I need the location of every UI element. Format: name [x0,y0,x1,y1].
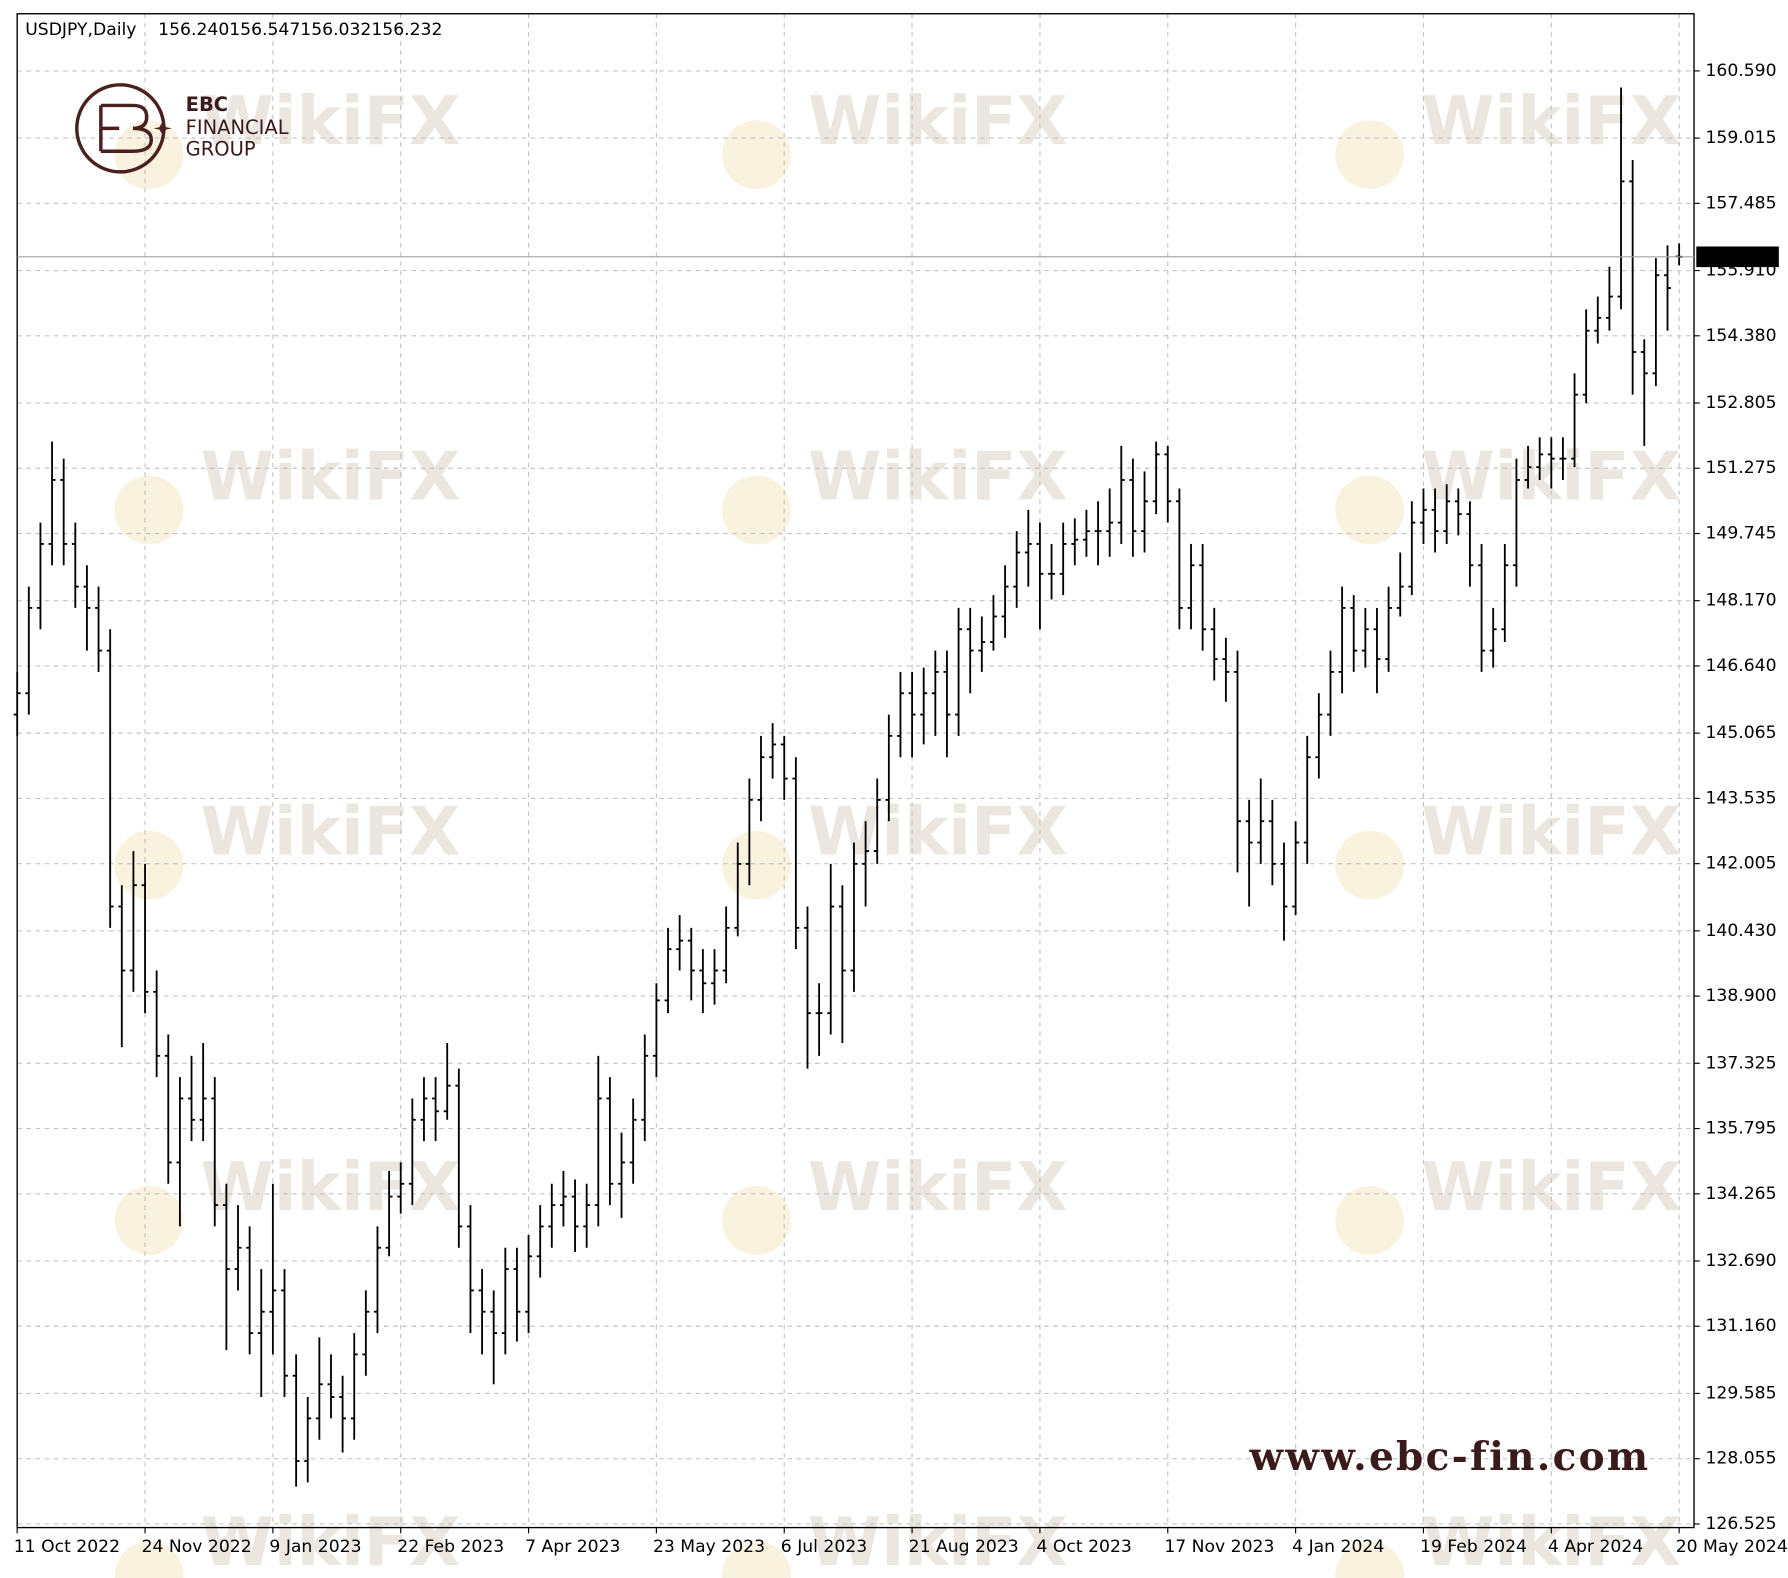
x-tick-label: 9 Jan 2023 [269,1537,361,1557]
watermark-text: WikiFX [201,437,461,515]
symbol: USDJPY,Daily [25,20,136,40]
website-url: www.ebc-fin.com [1249,1434,1651,1480]
watermark-text: WikiFX [201,1148,461,1226]
y-tick-label: 143.535 [1705,788,1776,808]
x-tick-label: 6 Jul 2023 [781,1537,867,1557]
y-tick-label: 140.430 [1705,921,1776,941]
watermark-icon [114,475,184,545]
plot-frame [16,13,1695,1529]
y-tick-label: 148.170 [1705,591,1776,611]
y-tick-label: 137.325 [1705,1053,1776,1073]
y-tick-label: 142.005 [1705,854,1776,874]
watermark-text: WikiFX [1421,1503,1681,1578]
y-tick-label: 157.485 [1705,193,1776,213]
y-tick-label: 160.590 [1705,61,1776,81]
logo-text: EBC [186,93,228,116]
y-tick-label: 152.805 [1705,393,1776,413]
y-tick-label: 128.055 [1705,1449,1776,1469]
watermark-text: WikiFX [1421,82,1681,160]
header-value: 156.240 [158,20,229,40]
watermark-icon [722,120,791,190]
x-tick-label: 23 May 2023 [653,1537,765,1557]
watermark-text: WikiFX [808,1148,1068,1226]
watermarks: WikiFX WikiFX WikiFX WikiFX WikiFX WikiFX Wiki… [114,82,1681,1578]
watermark-text: WikiFX [1421,1148,1681,1226]
x-tick-label: 24 Nov 2022 [142,1537,252,1557]
watermark-icon [1335,830,1405,900]
x-tick-label: 20 May 2024 [1676,1537,1788,1557]
x-tick-label: 4 Apr 2024 [1548,1537,1643,1557]
logo-text: GROUP [186,138,256,161]
watermark-icon [114,830,184,900]
watermark-text: WikiFX [808,82,1068,160]
grid [17,13,1695,1528]
y-tick-label: 132.690 [1705,1251,1776,1271]
x-tick-label: 7 Apr 2023 [525,1537,620,1557]
logo: EBC FINANCIAL GROUP [75,83,289,174]
header-value: 156.032 [300,20,371,40]
watermark-icon [722,1541,791,1578]
y-tick-label: 145.065 [1705,723,1776,743]
y-tick-label: 126.525 [1705,1514,1776,1534]
logo-text: FINANCIAL [186,116,289,139]
price-label: 156.232 [1703,247,1774,267]
header-values: 156.240 156.547 156.032 156.232 [158,20,442,40]
logo-star [153,121,172,136]
y-tick-label: 154.380 [1705,326,1776,346]
y-tick-label: 129.585 [1705,1383,1776,1403]
watermark-text: WikiFX [808,1503,1068,1578]
x-tick-label: 19 Feb 2024 [1420,1537,1527,1557]
x-tick-label: 17 Nov 2023 [1164,1537,1274,1557]
watermark-icon [722,475,791,545]
y-tick-label: 131.160 [1705,1316,1776,1336]
watermark-text: WikiFX [201,1503,461,1578]
x-tick-label: 11 Oct 2022 [14,1537,120,1557]
watermark-icon [1335,475,1405,545]
watermark-text: WikiFX [808,437,1068,515]
x-tick-label: 21 Aug 2023 [909,1537,1019,1557]
y-tick-label: 134.265 [1705,1184,1776,1204]
watermark-icon [722,1186,791,1255]
axis: 160.590159.015157.485155.910154.380152.8… [14,61,1788,1557]
watermark-icon [722,830,791,900]
x-tick-label: 4 Jan 2024 [1292,1537,1384,1557]
y-tick-label: 138.900 [1705,986,1776,1006]
watermark-icon [114,1186,184,1255]
watermark-icon [1335,120,1405,190]
watermark-text: WikiFX [201,82,461,160]
y-tick-label: 151.275 [1705,458,1776,478]
bars [13,87,1683,1487]
watermark-icon [114,120,184,190]
logo-mark [99,103,154,153]
y-tick-label: 149.745 [1705,524,1776,544]
watermark-icon [1335,1541,1405,1578]
header-value: 156.232 [371,20,442,40]
y-tick-label: 146.640 [1705,656,1776,676]
watermark-icon [114,1541,184,1578]
watermark-text: WikiFX [201,793,461,871]
header-value: 156.547 [229,20,300,40]
y-tick-label: 135.795 [1705,1119,1776,1139]
watermark-icon [1335,1186,1405,1255]
x-tick-label: 22 Feb 2023 [397,1537,504,1557]
price-box [1696,246,1779,268]
x-tick-label: 4 Oct 2023 [1036,1537,1131,1557]
y-tick-label: 159.015 [1705,128,1776,148]
watermark-text: WikiFX [808,793,1068,871]
